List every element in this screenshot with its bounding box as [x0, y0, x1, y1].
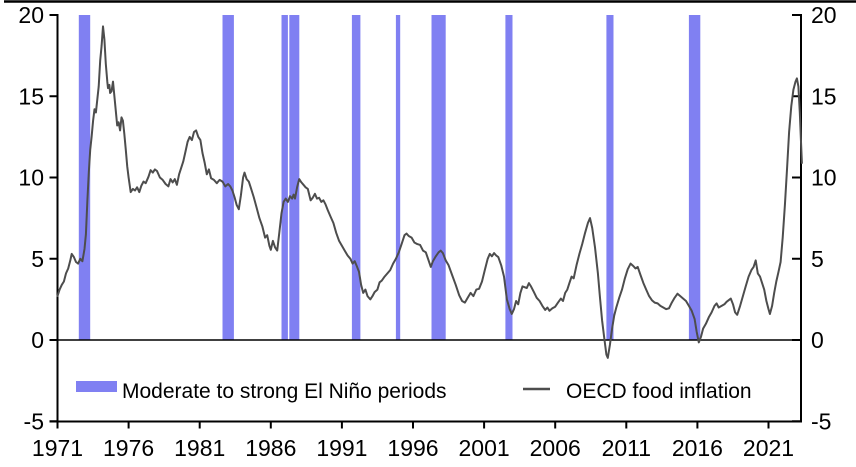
axes-layer	[4, 0, 856, 429]
x-tick-label: 2006	[530, 435, 581, 461]
x-tick-label: 1971	[32, 435, 83, 461]
y-tick-label-left: 5	[31, 246, 44, 272]
x-tick-label: 2021	[743, 435, 794, 461]
legend: Moderate to strong El Niño periods OECD …	[76, 380, 752, 403]
el-nino-band	[78, 15, 91, 340]
y-tick-label-right: 0	[811, 327, 824, 353]
legend-swatch-el-nino-band	[76, 381, 117, 392]
el-nino-band	[431, 15, 446, 340]
el-nino-band	[505, 15, 513, 340]
y-tick-label-right: 20	[811, 2, 837, 28]
series-layer	[56, 25, 803, 359]
x-tick-label: 1976	[103, 435, 154, 461]
el-nino-band	[351, 15, 361, 340]
el-nino-band	[606, 15, 614, 340]
x-tick-label: 2011	[602, 435, 651, 461]
x-tick-label: 1981	[174, 435, 225, 461]
y-tick-label-left: 0	[31, 327, 44, 353]
el-nino-bands-layer	[78, 15, 701, 340]
legend-label-el-nino: Moderate to strong El Niño periods	[122, 380, 447, 403]
y-tick-label-right: 10	[811, 165, 837, 191]
el-nino-band	[222, 15, 234, 340]
y-tick-label-right: -5	[811, 408, 831, 434]
x-tick-label: 1991	[316, 435, 367, 461]
y-tick-label-right: 15	[811, 83, 837, 109]
y-tick-label-right: 5	[811, 246, 824, 272]
x-tick-label: 2001	[459, 435, 510, 461]
y-tick-label-left: 15	[18, 83, 44, 109]
oecd-food-inflation-line	[56, 25, 803, 359]
el-nino-band	[395, 15, 401, 340]
y-tick-label-left: 10	[18, 165, 44, 191]
x-tick-label: 2016	[672, 435, 723, 461]
x-tick-label: 1996	[387, 435, 438, 461]
x-tick-label: 1986	[245, 435, 296, 461]
el-nino-band	[281, 15, 288, 340]
el-nino-band	[289, 15, 300, 340]
y-tick-label-left: 20	[18, 2, 44, 28]
y-tick-label-left: -5	[24, 408, 44, 434]
legend-label-oecd-food-inflation: OECD food inflation	[566, 380, 752, 403]
el-nino-band	[688, 15, 701, 340]
